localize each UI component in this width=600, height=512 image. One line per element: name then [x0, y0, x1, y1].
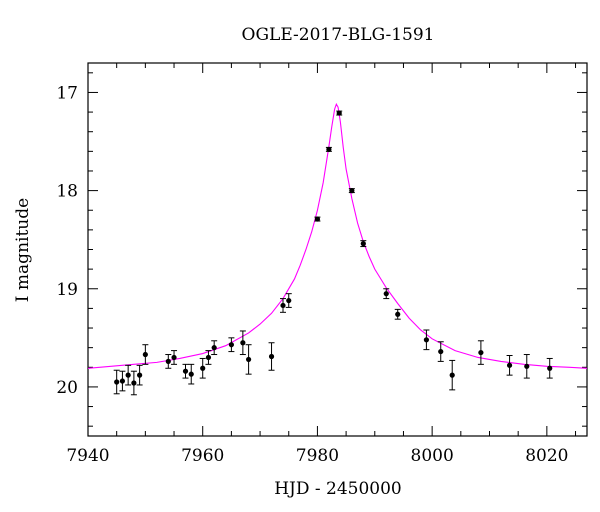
- data-point: [136, 364, 143, 386]
- data-marker: [200, 365, 206, 371]
- data-point: [280, 298, 287, 313]
- data-marker: [245, 356, 252, 363]
- x-tick-label: 8020: [525, 446, 568, 466]
- data-marker: [286, 297, 292, 304]
- data-marker: [547, 365, 553, 371]
- data-point: [383, 288, 390, 300]
- data-marker: [360, 241, 366, 247]
- data-point: [285, 293, 292, 308]
- data-marker: [240, 340, 246, 346]
- axis-tick-labels: 7940 7960 7980 8000 8020 17 18 19 20: [56, 83, 568, 466]
- data-point: [437, 341, 444, 362]
- data-marker: [438, 348, 444, 355]
- y-tick-label: 17: [56, 83, 78, 103]
- data-marker: [268, 353, 275, 360]
- data-marker: [114, 379, 120, 385]
- data-point: [477, 340, 484, 365]
- x-tick-label: 7960: [181, 446, 224, 466]
- x-tick-label: 7940: [66, 446, 109, 466]
- data-point: [239, 330, 246, 356]
- data-marker: [280, 302, 286, 309]
- data-marker: [383, 291, 389, 297]
- data-point: [130, 370, 137, 396]
- x-axis-label: HJD - 2450000: [274, 479, 402, 499]
- data-point: [325, 146, 332, 152]
- x-tick-label: 8000: [411, 446, 454, 466]
- data-point: [314, 216, 321, 222]
- data-points-layer: [113, 110, 553, 396]
- data-point: [228, 337, 235, 353]
- data-point: [546, 357, 553, 379]
- data-point: [113, 369, 120, 395]
- data-marker: [119, 378, 126, 384]
- data-point: [125, 364, 132, 386]
- data-point: [165, 354, 172, 369]
- model-curve-layer: [87, 102, 588, 369]
- data-point: [171, 350, 178, 365]
- data-marker: [171, 354, 177, 361]
- data-marker: [423, 337, 430, 343]
- y-axis-label: I magnitude: [13, 198, 33, 302]
- y-tick-label: 19: [56, 280, 78, 300]
- data-marker: [137, 372, 143, 378]
- data-point: [199, 357, 206, 379]
- data-marker: [506, 362, 513, 368]
- y-tick-label: 20: [56, 378, 78, 398]
- data-marker: [205, 354, 212, 361]
- data-point: [360, 240, 367, 248]
- x-tick-label: 7980: [296, 446, 339, 466]
- data-point: [182, 363, 189, 379]
- data-point: [394, 308, 401, 320]
- data-point: [119, 370, 126, 392]
- data-marker: [182, 368, 189, 374]
- data-point: [268, 342, 275, 371]
- data-point: [211, 340, 218, 356]
- data-marker: [478, 349, 484, 356]
- data-marker: [336, 110, 342, 116]
- data-point: [142, 344, 149, 365]
- data-marker: [211, 345, 217, 351]
- model-curve: [87, 102, 588, 369]
- data-point: [423, 329, 430, 351]
- data-marker: [131, 380, 137, 386]
- data-marker: [188, 371, 194, 377]
- y-tick-label: 18: [56, 182, 78, 202]
- data-point: [506, 355, 513, 376]
- data-marker: [165, 358, 171, 364]
- data-point: [245, 344, 252, 375]
- data-marker: [314, 216, 321, 222]
- data-point: [188, 363, 195, 385]
- data-marker: [125, 372, 131, 378]
- plot-frame: [87, 62, 588, 437]
- data-marker: [142, 351, 148, 358]
- data-point: [348, 188, 355, 194]
- data-marker: [524, 363, 530, 369]
- data-point: [523, 354, 530, 379]
- data-marker: [228, 342, 234, 348]
- data-point: [449, 359, 456, 391]
- data-marker: [326, 146, 332, 152]
- data-point: [336, 110, 343, 116]
- data-marker: [449, 372, 455, 378]
- axis-ticks: [87, 63, 587, 436]
- data-marker: [349, 188, 355, 194]
- data-point: [205, 350, 212, 365]
- data-marker: [395, 311, 401, 317]
- chart-title: OGLE-2017-BLG-1591: [242, 25, 435, 45]
